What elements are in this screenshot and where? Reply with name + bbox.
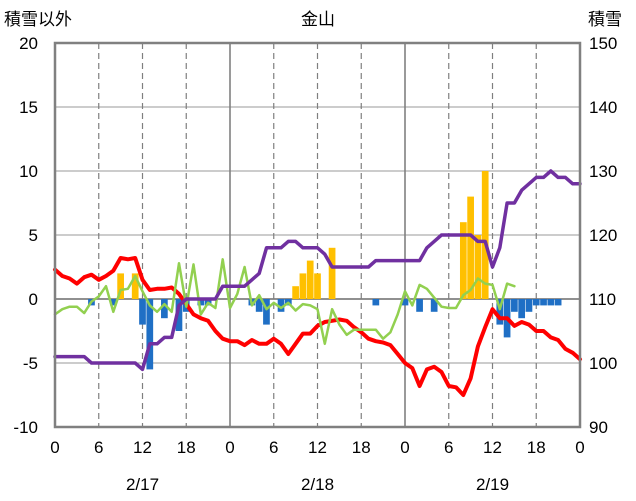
axis-labels: 金山 積雪以外 積雪 20151050-5-101501401301201101… (4, 10, 622, 494)
bar (554, 299, 562, 306)
bar (547, 299, 555, 306)
series-line (53, 169, 582, 372)
x-tick-label: 12 (483, 438, 502, 457)
bar (372, 299, 380, 306)
y-left-tick-label: -10 (13, 418, 38, 437)
bar (139, 299, 146, 325)
y-right-tick-label: 90 (589, 418, 608, 437)
bar (277, 299, 285, 312)
date-label: 2/17 (126, 475, 159, 494)
bar (146, 299, 154, 370)
y-left-tick-label: 20 (19, 34, 38, 53)
bar (496, 299, 504, 325)
line-series (53, 169, 582, 397)
y-right-tick-label: 130 (589, 162, 617, 181)
y-left-tick-label: 15 (19, 98, 38, 117)
bar (511, 299, 518, 312)
bar (117, 273, 124, 299)
bar (328, 247, 336, 299)
y-right-tick-label: 110 (589, 290, 616, 309)
chart-title: 金山 (301, 10, 335, 29)
bar (481, 171, 489, 299)
bar (518, 299, 526, 319)
y-left-tick-label: 10 (19, 162, 38, 181)
bar (292, 286, 299, 299)
bar (263, 299, 270, 325)
bar (474, 235, 482, 299)
x-tick-label: 6 (444, 438, 453, 457)
x-tick-label: 0 (225, 438, 234, 457)
x-tick-label: 6 (269, 438, 278, 457)
bar (161, 299, 168, 319)
y-left-tick-label: 5 (29, 226, 38, 245)
x-tick-label: 0 (575, 438, 584, 457)
y-right-tick-label: 140 (589, 98, 617, 117)
x-tick-label: 12 (308, 438, 327, 457)
y-left-tick-label: -5 (23, 354, 38, 373)
bar (299, 273, 307, 299)
bar (467, 196, 474, 299)
y-right-tick-label: 120 (589, 226, 617, 245)
bar (306, 260, 314, 299)
x-tick-label: 18 (352, 438, 371, 457)
x-tick-label: 6 (94, 438, 103, 457)
bar (430, 299, 438, 312)
series-line (53, 256, 582, 397)
bar (416, 299, 423, 312)
y-right-tick-label: 100 (589, 354, 617, 373)
series-line (53, 258, 516, 346)
bar (532, 299, 540, 306)
y-left-tick-label: 0 (29, 290, 38, 309)
y-right-axis-title: 積雪 (588, 10, 622, 29)
bar (401, 299, 409, 306)
x-tick-label: 12 (133, 438, 152, 457)
date-label: 2/18 (301, 475, 334, 494)
bar (540, 299, 547, 306)
bar (131, 273, 139, 299)
y-right-tick-label: 150 (589, 34, 617, 53)
y-left-axis-title: 積雪以外 (4, 10, 72, 29)
x-tick-label: 18 (527, 438, 546, 457)
date-label: 2/19 (476, 475, 509, 494)
bar (197, 299, 205, 306)
x-tick-label: 18 (177, 438, 196, 457)
bar (314, 273, 321, 299)
x-tick-label: 0 (400, 438, 409, 457)
plot-frame (53, 41, 582, 429)
bar (459, 222, 467, 299)
x-tick-label: 0 (50, 438, 59, 457)
bar (255, 299, 263, 312)
bar (175, 299, 183, 331)
bar (109, 299, 117, 306)
bar (525, 299, 533, 312)
